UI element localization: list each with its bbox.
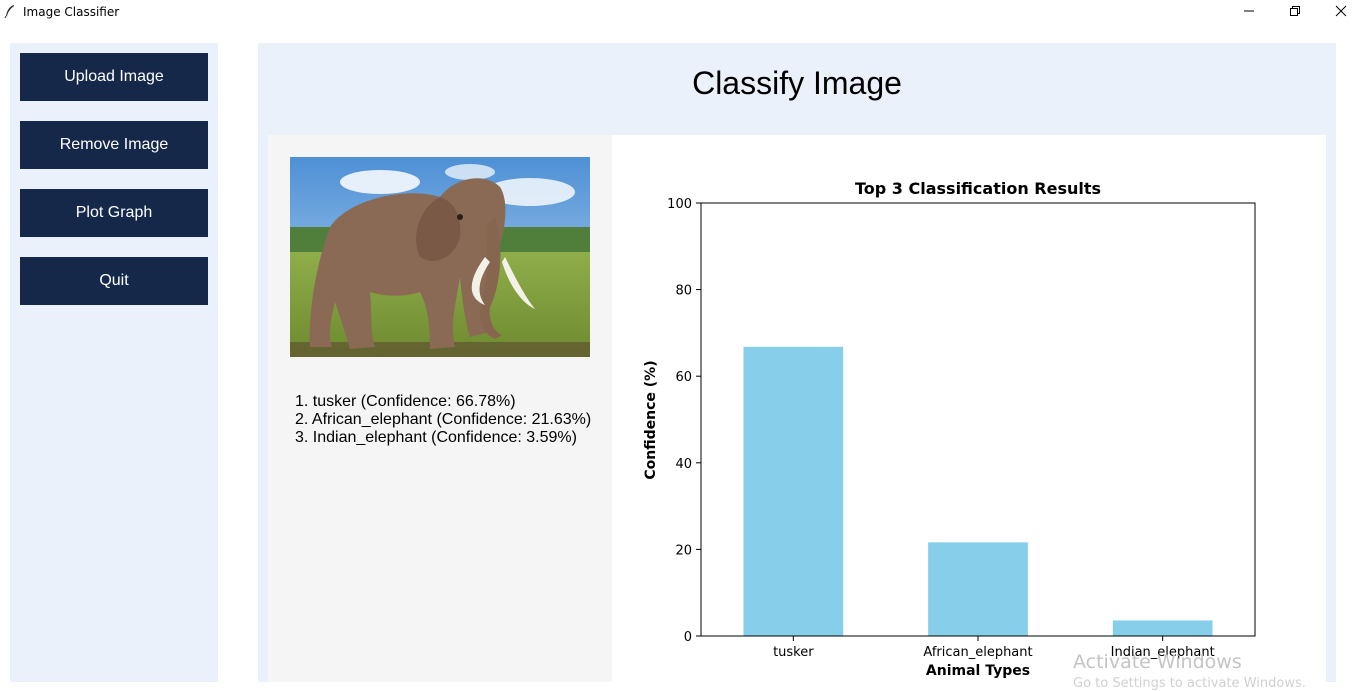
sidebar: Upload Image Remove Image Plot Graph Qui…	[10, 43, 218, 682]
upload-image-button[interactable]: Upload Image	[20, 53, 208, 101]
activate-windows-watermark: Activate Windows	[1073, 651, 1242, 673]
plot-graph-button[interactable]: Plot Graph	[20, 189, 208, 237]
quit-button[interactable]: Quit	[20, 257, 208, 305]
window-title: Image Classifier	[23, 5, 120, 19]
close-icon	[1335, 5, 1347, 17]
y-tick-label: 100	[667, 197, 692, 212]
close-button[interactable]	[1318, 0, 1355, 22]
bar-chart: Top 3 Classification Results 0 20 40 60 80 10…	[643, 179, 1256, 679]
window-titlebar: Image Classifier	[0, 0, 1355, 24]
y-tick-label: 60	[675, 370, 692, 385]
plot-area-frame	[700, 202, 1256, 637]
y-tick-label: 0	[684, 630, 692, 645]
restore-button[interactable]	[1272, 0, 1318, 22]
y-tick-label: 40	[675, 457, 692, 472]
x-tick-label: African_elephant	[923, 645, 1032, 660]
result-item: 1. tusker (Confidence: 66.78%)	[295, 393, 516, 410]
x-tick-label: Indian_elephant	[1111, 645, 1215, 660]
chart-title: Top 3 Classification Results	[855, 179, 1101, 198]
bar-tusker	[743, 346, 844, 636]
x-tick-label: tusker	[773, 645, 814, 660]
image-results-card: 1. tusker (Confidence: 66.78%) 2. Africa…	[268, 135, 612, 682]
x-axis-label: Animal Types	[926, 663, 1030, 679]
y-tick-label: 20	[675, 543, 692, 558]
activate-windows-subtext: Go to Settings to activate Windows.	[1073, 676, 1306, 691]
chart-card: Top 3 Classification Results 0 20 40 60 80 10…	[612, 135, 1326, 682]
main-panel: Classify Image	[258, 43, 1336, 682]
restore-icon	[1289, 5, 1301, 17]
result-item: 3. Indian_elephant (Confidence: 3.59%)	[295, 429, 577, 446]
minimize-icon	[1243, 5, 1255, 17]
feather-icon	[4, 4, 16, 19]
elephant-photo	[290, 157, 590, 357]
y-tick-label: 80	[675, 284, 692, 299]
bar-African_elephant	[928, 542, 1028, 636]
remove-image-button[interactable]: Remove Image	[20, 121, 208, 169]
result-item: 2. African_elephant (Confidence: 21.63%)	[295, 411, 592, 428]
classification-results-list: 1. tusker (Confidence: 66.78%) 2. Africa…	[295, 393, 591, 447]
y-axis-label: Confidence (%)	[643, 360, 659, 479]
bar-Indian_elephant	[1112, 620, 1213, 636]
page-title: Classify Image	[692, 65, 902, 101]
minimize-button[interactable]	[1226, 0, 1272, 22]
